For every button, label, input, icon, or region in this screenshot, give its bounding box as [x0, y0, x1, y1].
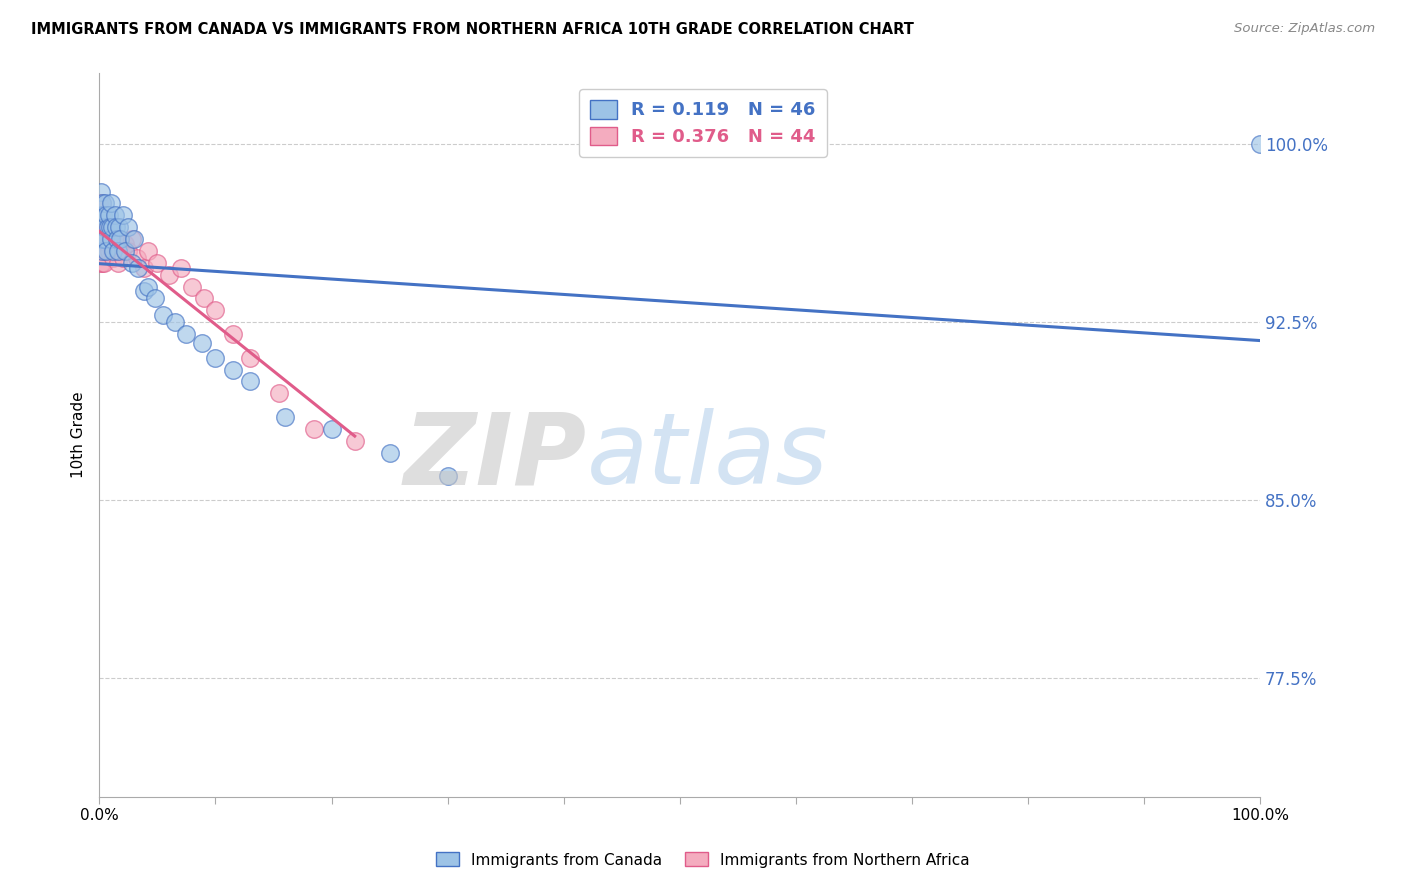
Point — [152, 308, 174, 322]
Point — [157, 268, 180, 282]
Point — [98, 220, 121, 235]
Point — [169, 260, 191, 275]
Point — [103, 208, 125, 222]
Point — [114, 236, 136, 251]
Point — [89, 196, 111, 211]
Point — [117, 220, 139, 235]
Point — [90, 256, 112, 270]
Point — [91, 232, 114, 246]
Point — [1249, 137, 1271, 152]
Point — [343, 434, 366, 448]
Point — [91, 220, 114, 235]
Point — [100, 232, 122, 246]
Point — [101, 220, 124, 235]
Point — [321, 422, 343, 436]
Point — [193, 292, 215, 306]
Point — [146, 256, 169, 270]
Point — [105, 232, 128, 246]
Point — [125, 251, 148, 265]
Point — [96, 208, 118, 222]
Point — [274, 410, 297, 425]
Point — [94, 220, 117, 235]
Point — [136, 244, 159, 258]
Point — [269, 386, 291, 401]
Point — [111, 251, 134, 265]
Point — [90, 244, 112, 258]
Point — [239, 375, 262, 389]
Point — [107, 256, 129, 270]
Point — [100, 196, 122, 211]
Point — [239, 351, 262, 365]
Point — [105, 244, 128, 258]
Point — [104, 232, 127, 246]
Point — [114, 244, 136, 258]
Point — [90, 232, 112, 246]
Point — [90, 232, 112, 246]
Text: atlas: atlas — [586, 408, 828, 505]
Text: IMMIGRANTS FROM CANADA VS IMMIGRANTS FROM NORTHERN AFRICA 10TH GRADE CORRELATION: IMMIGRANTS FROM CANADA VS IMMIGRANTS FRO… — [31, 22, 914, 37]
Point — [190, 336, 212, 351]
Point — [93, 220, 115, 235]
Point — [222, 362, 245, 376]
Point — [132, 285, 155, 299]
Point — [90, 196, 112, 211]
Point — [91, 208, 114, 222]
Point — [204, 303, 226, 318]
Point — [204, 351, 226, 365]
Point — [97, 208, 120, 222]
Y-axis label: 10th Grade: 10th Grade — [72, 392, 86, 478]
Point — [108, 220, 131, 235]
Point — [143, 292, 166, 306]
Point — [103, 251, 125, 265]
Point — [98, 232, 121, 246]
Point — [96, 232, 118, 246]
Point — [94, 196, 117, 211]
Point — [90, 185, 112, 199]
Point — [89, 220, 111, 235]
Point — [90, 256, 112, 270]
Point — [96, 244, 118, 258]
Point — [117, 244, 139, 258]
Point — [436, 469, 458, 483]
Point — [110, 232, 132, 246]
Point — [127, 260, 149, 275]
Point — [378, 445, 401, 459]
Point — [96, 236, 118, 251]
Point — [96, 220, 118, 235]
Point — [97, 244, 120, 258]
Point — [100, 236, 122, 251]
Point — [110, 244, 132, 258]
Point — [111, 208, 134, 222]
Point — [181, 279, 204, 293]
Point — [136, 279, 159, 293]
Point — [163, 315, 186, 329]
Point — [103, 244, 125, 258]
Point — [89, 208, 111, 222]
Text: Source: ZipAtlas.com: Source: ZipAtlas.com — [1234, 22, 1375, 36]
Point — [121, 232, 143, 246]
Legend: R = 0.119   N = 46, R = 0.376   N = 44: R = 0.119 N = 46, R = 0.376 N = 44 — [579, 89, 827, 157]
Point — [90, 196, 112, 211]
Point — [122, 232, 145, 246]
Point — [93, 232, 115, 246]
Point — [94, 232, 117, 246]
Point — [103, 236, 125, 251]
Point — [91, 244, 114, 258]
Point — [176, 326, 198, 341]
Point — [101, 244, 124, 258]
Point — [90, 232, 112, 246]
Point — [107, 244, 129, 258]
Text: ZIP: ZIP — [404, 408, 586, 505]
Point — [94, 244, 117, 258]
Point — [104, 220, 127, 235]
Point — [93, 256, 115, 270]
Point — [222, 326, 245, 341]
Point — [121, 256, 143, 270]
Point — [90, 208, 112, 222]
Legend: Immigrants from Canada, Immigrants from Northern Africa: Immigrants from Canada, Immigrants from … — [430, 847, 976, 873]
Point — [132, 260, 155, 275]
Point — [302, 422, 325, 436]
